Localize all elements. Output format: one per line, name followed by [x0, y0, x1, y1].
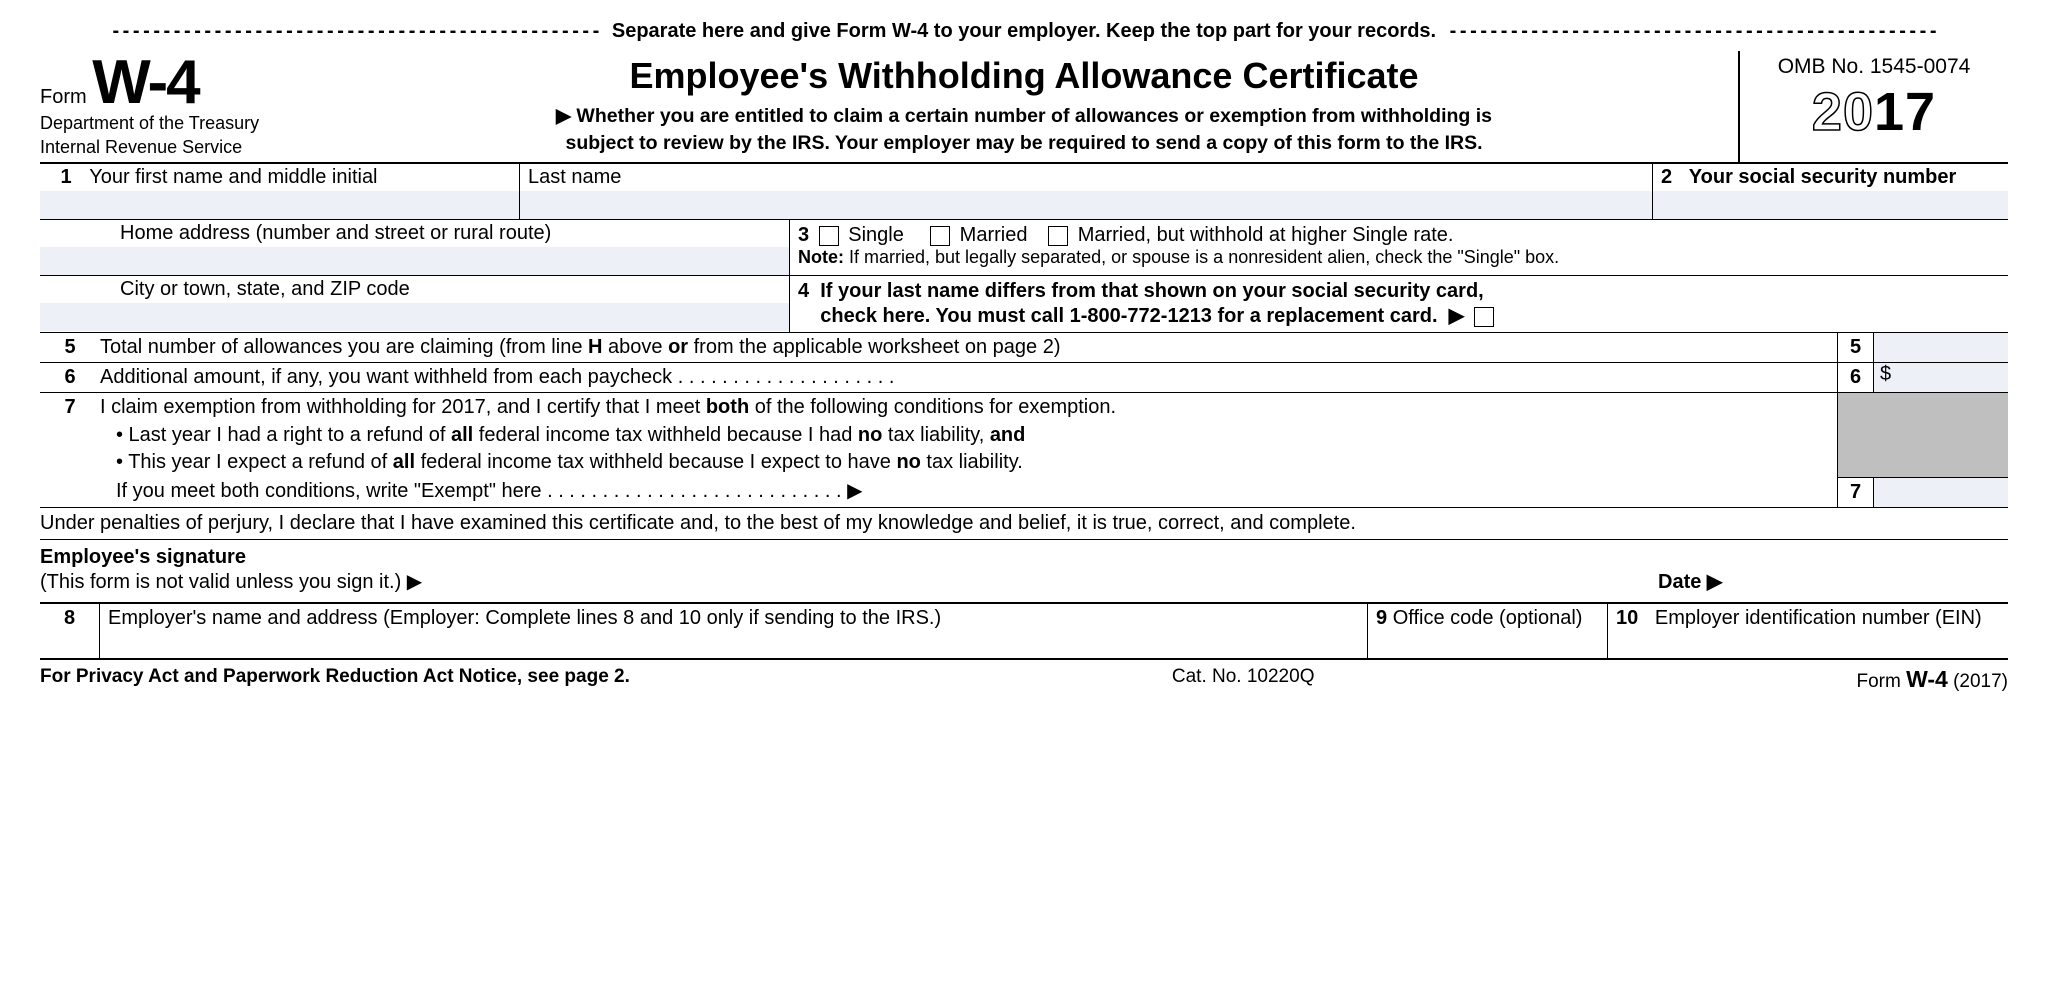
omb-number: OMB No. 1545-0074 [1740, 55, 2008, 79]
line-6: 6 Additional amount, if any, you want wi… [40, 363, 2008, 393]
last-name-label-cell: Last name [520, 164, 1653, 191]
lastname-differs-text1: If your last name differs from that show… [820, 280, 1484, 302]
line-3-number: 3 [798, 224, 809, 246]
last-name-input[interactable] [520, 191, 1653, 219]
married-higher-checkbox[interactable] [1048, 226, 1068, 246]
perjury-statement: Under penalties of perjury, I declare th… [40, 508, 2008, 540]
header-left: Form W-4 Department of the Treasury Inte… [40, 51, 310, 162]
employer-row: 8 Employer's name and address (Employer:… [40, 604, 2008, 660]
signature-row: Employee's signature (This form is not v… [40, 540, 2008, 604]
married-checkbox[interactable] [930, 226, 950, 246]
line-7-left: 7 I claim exemption from withholding for… [40, 393, 1837, 507]
city-input[interactable] [40, 303, 789, 331]
footer-row: For Privacy Act and Paperwork Reduction … [40, 660, 2008, 693]
line-7-value[interactable] [1873, 478, 2008, 507]
city-label: City or town, state, and ZIP code [40, 276, 789, 303]
signature-note: (This form is not valid unless you sign … [40, 571, 422, 593]
marital-options: 3 Single Married Married, but withhold a… [798, 224, 2000, 247]
office-code-label: Office code (optional) [1393, 607, 1583, 629]
ein-cell[interactable]: 10 Employer identification number (EIN) [1608, 604, 2008, 658]
last-name-label: Last name [528, 166, 621, 188]
line-4-number: 4 [798, 280, 809, 302]
row-city-lastname: City or town, state, and ZIP code 4 If y… [40, 276, 2008, 333]
line-9-number: 9 [1376, 607, 1387, 629]
signature-left: Employee's signature (This form is not v… [40, 546, 1658, 594]
ein-label: Employer identification number (EIN) [1655, 607, 1982, 629]
privacy-notice: For Privacy Act and Paperwork Reduction … [40, 666, 630, 693]
married-label: Married [960, 224, 1028, 246]
form-year: 2017 [1740, 81, 2008, 143]
line-7-bullet-2: • This year I expect a refund of all fed… [40, 449, 1837, 476]
irs-line: Internal Revenue Service [40, 137, 302, 159]
form-header: Form W-4 Department of the Treasury Inte… [40, 51, 2008, 164]
year-solid: 17 [1874, 82, 1936, 142]
signature-label: Employee's signature [40, 546, 246, 568]
line-7-right: 7 [1837, 393, 2008, 507]
note-label: Note: [798, 247, 844, 267]
single-label: Single [848, 224, 904, 246]
ssn-label: Your social security number [1689, 166, 1957, 188]
dept-treasury: Department of the Treasury [40, 113, 302, 135]
header-right: OMB No. 1545-0074 2017 [1738, 51, 2008, 162]
line-6-value[interactable]: $ [1873, 363, 2008, 392]
date-label: Date ▶ [1658, 571, 1722, 593]
line-7-number: 7 [40, 393, 100, 422]
line-7-exempt-row: 7 [1837, 477, 2008, 507]
marital-cell: 3 Single Married Married, but withhold a… [790, 220, 2008, 275]
form-subtitle: ▶ Whether you are entitled to claim a ce… [318, 103, 1730, 156]
form-word: Form [40, 86, 87, 108]
line-1-number: 1 [48, 166, 84, 189]
line-2-number: 2 [1661, 166, 1672, 188]
address-label: Home address (number and street or rural… [40, 220, 789, 247]
line-7-box-number: 7 [1837, 478, 1873, 507]
separator-text: Separate here and give Form W-4 to your … [612, 20, 1436, 42]
line-6-number: 6 [40, 363, 100, 392]
line-5-box-number: 5 [1837, 333, 1873, 362]
line-8-number-cell: 8 [40, 604, 100, 658]
married-higher-label: Married, but withhold at higher Single r… [1078, 224, 1454, 246]
marital-note: Note: If married, but legally separated,… [798, 247, 2000, 268]
line-7-bullet-1: • Last year I had a right to a refund of… [40, 422, 1837, 449]
first-name-label-cell: 1 Your first name and middle initial [40, 164, 520, 191]
row-address-marital: Home address (number and street or rural… [40, 220, 2008, 276]
line-5-number: 5 [40, 333, 100, 362]
subtitle-line2: subject to review by the IRS. Your emplo… [565, 132, 1482, 154]
dollar-sign: $ [1880, 363, 1891, 385]
first-name-input[interactable] [40, 191, 520, 219]
address-cell: Home address (number and street or rural… [40, 220, 790, 275]
line-7-block: 7 I claim exemption from withholding for… [40, 393, 2008, 508]
line-7-grey-box [1837, 393, 2008, 477]
single-checkbox[interactable] [819, 226, 839, 246]
lastname-differs-text2: check here. You must call 1-800-772-1213… [820, 305, 1437, 327]
lastname-differs-cell: 4 If your last name differs from that sh… [790, 276, 2008, 332]
employer-name-address[interactable]: Employer's name and address (Employer: C… [100, 604, 1368, 658]
line-8-number: 8 [64, 607, 75, 629]
address-input[interactable] [40, 247, 789, 275]
separator-instruction: Separate here and give Form W-4 to your … [40, 20, 2008, 43]
line-5-text: Total number of allowances you are claim… [100, 333, 1837, 362]
office-code-cell[interactable]: 9 Office code (optional) [1368, 604, 1608, 658]
line-5-value[interactable] [1873, 333, 2008, 362]
line-10-number: 10 [1616, 607, 1638, 629]
subtitle-line1: Whether you are entitled to claim a cert… [576, 105, 1492, 127]
row-1: 1 Your first name and middle initial Las… [40, 164, 2008, 220]
signature-date: Date ▶ [1658, 569, 2008, 594]
first-name-label: Your first name and middle initial [89, 166, 377, 188]
line-5: 5 Total number of allowances you are cla… [40, 333, 2008, 363]
note-text: If married, but legally separated, or sp… [844, 247, 1559, 267]
form-code: W-4 [92, 48, 198, 117]
footer-form-ref: Form W-4 (2017) [1856, 666, 2008, 693]
catalog-number: Cat. No. 10220Q [630, 666, 1857, 693]
line-7-intro: I claim exemption from withholding for 2… [100, 393, 1837, 422]
line-6-box-number: 6 [1837, 363, 1873, 392]
city-cell: City or town, state, and ZIP code [40, 276, 790, 332]
lastname-differs-checkbox[interactable] [1474, 307, 1494, 327]
ssn-label-cell: 2 Your social security number [1653, 164, 2008, 191]
year-outline: 20 [1812, 82, 1874, 142]
line-7-exempt-instruction: If you meet both conditions, write "Exem… [40, 476, 1837, 507]
ssn-input[interactable] [1653, 191, 2008, 219]
line-6-text: Additional amount, if any, you want with… [100, 363, 1837, 392]
header-center: Employee's Withholding Allowance Certifi… [310, 51, 1738, 162]
form-title: Employee's Withholding Allowance Certifi… [318, 55, 1730, 97]
